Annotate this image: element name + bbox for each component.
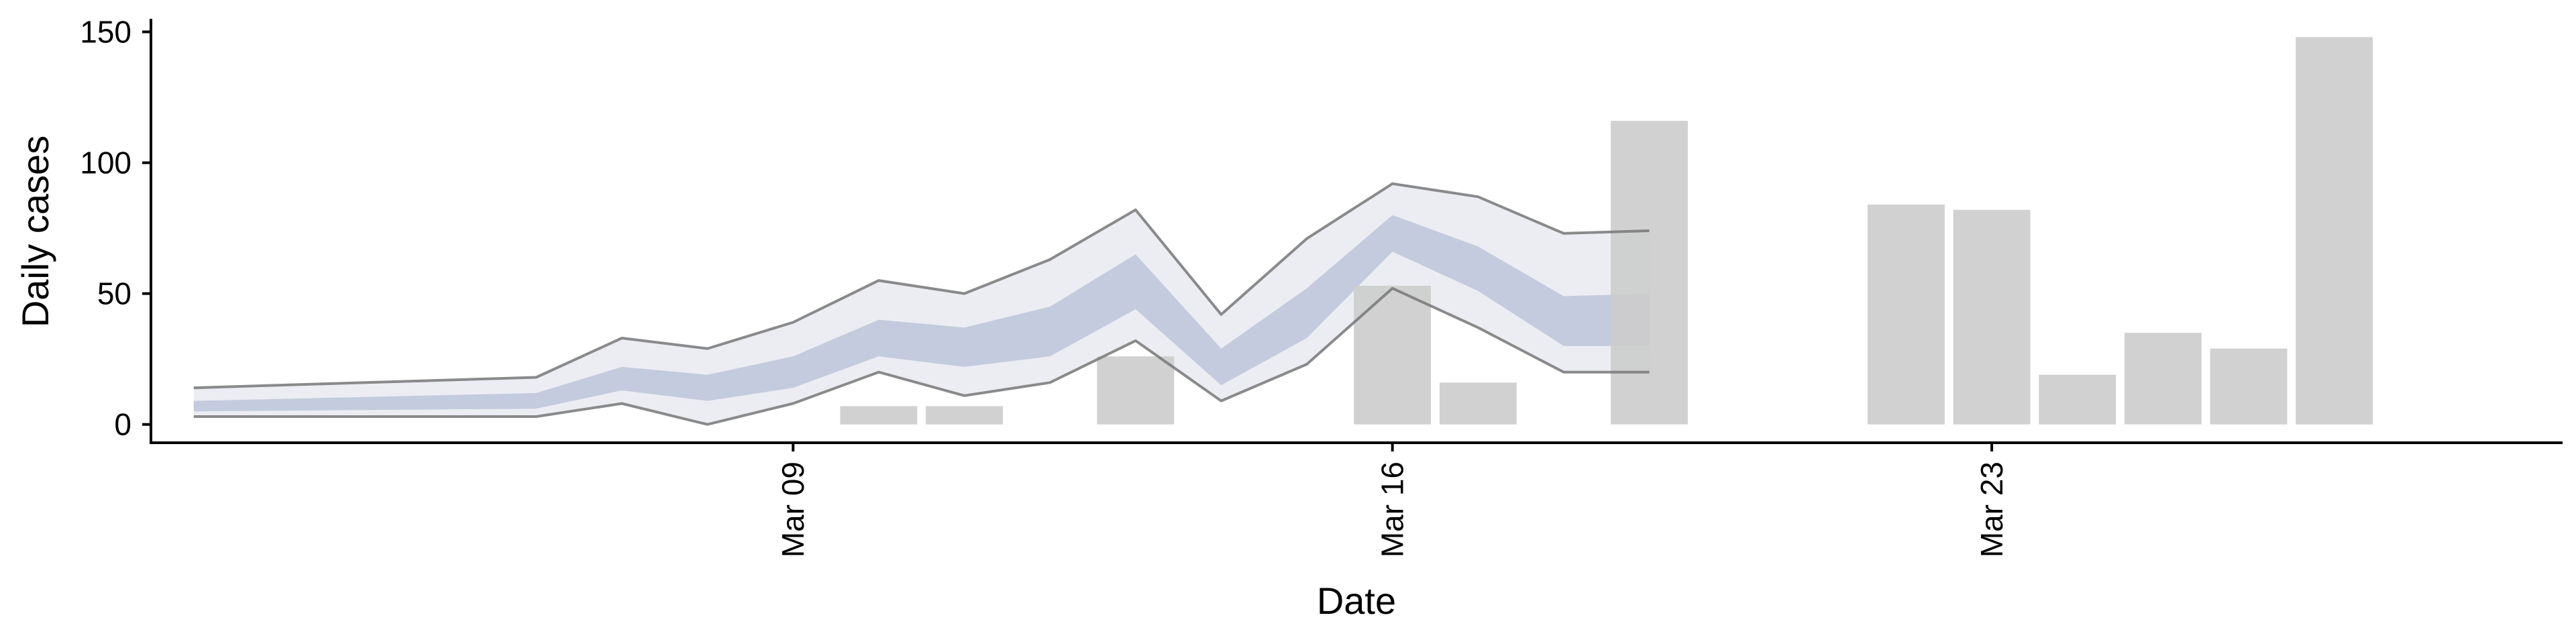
case-bar xyxy=(1439,382,1517,425)
y-tick-label: 0 xyxy=(114,407,131,442)
y-axis-ticks: 0 50 100 150 xyxy=(80,15,151,442)
case-bar xyxy=(1953,209,2031,425)
x-tick-label: Mar 23 xyxy=(1974,462,2009,557)
case-bar xyxy=(1097,356,1175,425)
upper-interval-line xyxy=(193,182,1650,390)
x-tick-label: Mar 09 xyxy=(775,462,810,557)
case-bar xyxy=(2296,37,2373,425)
x-axis-ticks: Mar 09 Mar 16 Mar 23 xyxy=(775,443,2009,557)
lower-interval-line xyxy=(193,286,1650,426)
case-bar xyxy=(1611,121,1688,425)
case-bar xyxy=(2124,333,2202,425)
x-tick-label: Mar 16 xyxy=(1375,462,1410,557)
y-tick-label: 100 xyxy=(80,146,131,180)
outer-interval-band xyxy=(193,183,1650,425)
case-bar xyxy=(2039,374,2116,425)
y-tick-label: 150 xyxy=(80,15,131,50)
case-bar xyxy=(926,406,1003,425)
case-bar xyxy=(1868,205,1945,425)
case-bar xyxy=(2210,348,2288,425)
case-bar xyxy=(840,406,918,425)
y-tick-label: 50 xyxy=(97,276,131,311)
plot-area xyxy=(193,37,2373,426)
case-bar xyxy=(1354,285,1432,425)
x-axis-title: Date xyxy=(1317,580,1396,622)
y-axis-title: Daily cases xyxy=(14,136,56,327)
